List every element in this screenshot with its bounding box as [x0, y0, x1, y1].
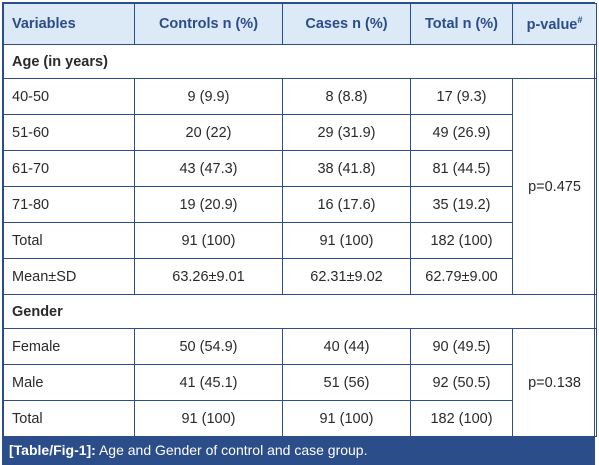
- section-row-gender: Gender: [3, 294, 597, 329]
- caption-label: [Table/Fig-1]:: [9, 442, 96, 458]
- section-row-age: Age (in years): [3, 44, 597, 79]
- row-label: Male: [3, 364, 135, 401]
- table-row: 51-60 20 (22) 29 (31.9) 49 (26.9): [3, 114, 597, 151]
- table-row: Male 41 (45.1) 51 (56) 92 (50.5): [3, 364, 597, 401]
- cell-cases: 91 (100): [282, 222, 411, 259]
- table-header-row: Variables Controls n (%) Cases n (%) Tot…: [3, 3, 597, 45]
- cell-controls: 20 (22): [134, 114, 283, 151]
- cell-cases: 40 (44): [282, 328, 411, 365]
- cell-total: 49 (26.9): [410, 114, 513, 151]
- cell-controls: 91 (100): [134, 400, 283, 437]
- table-row: Mean±SD 63.26±9.01 62.31±9.02 62.79±9.00: [3, 258, 597, 295]
- row-label: 40-50: [3, 78, 135, 115]
- cell-cases: 62.31±9.02: [282, 258, 411, 295]
- cell-cases: 16 (17.6): [282, 186, 411, 223]
- section-label-age: Age (in years): [3, 44, 597, 79]
- cell-total: 182 (100): [410, 222, 513, 259]
- header-pvalue-mark: #: [577, 15, 583, 26]
- cell-total: 35 (19.2): [410, 186, 513, 223]
- row-label: 61-70: [3, 150, 135, 187]
- cell-total: 92 (50.5): [410, 364, 513, 401]
- cell-total: 81 (44.5): [410, 150, 513, 187]
- cell-pvalue: p=0.138: [512, 328, 597, 437]
- table-row: Total 91 (100) 91 (100) 182 (100): [3, 222, 597, 259]
- caption-text: Age and Gender of control and case group…: [95, 442, 368, 458]
- table-caption: [Table/Fig-1]: Age and Gender of control…: [3, 437, 594, 464]
- header-cases: Cases n (%): [282, 3, 411, 45]
- header-total: Total n (%): [410, 3, 513, 45]
- row-label: Mean±SD: [3, 258, 135, 295]
- row-label: Total: [3, 400, 135, 437]
- cell-total: 90 (49.5): [410, 328, 513, 365]
- row-label: Total: [3, 222, 135, 259]
- cell-total: 17 (9.3): [410, 78, 513, 115]
- cell-total: 182 (100): [410, 400, 513, 437]
- header-controls: Controls n (%): [134, 3, 283, 45]
- row-label: 71-80: [3, 186, 135, 223]
- cell-controls: 19 (20.9): [134, 186, 283, 223]
- table-row: 71-80 19 (20.9) 16 (17.6) 35 (19.2): [3, 186, 597, 223]
- header-variables: Variables: [3, 3, 135, 45]
- cell-controls: 41 (45.1): [134, 364, 283, 401]
- table-row: 61-70 43 (47.3) 38 (41.8) 81 (44.5): [3, 150, 597, 187]
- row-label: Female: [3, 328, 135, 365]
- cell-cases: 29 (31.9): [282, 114, 411, 151]
- cell-controls: 9 (9.9): [134, 78, 283, 115]
- cell-cases: 51 (56): [282, 364, 411, 401]
- cell-cases: 8 (8.8): [282, 78, 411, 115]
- cell-cases: 38 (41.8): [282, 150, 411, 187]
- section-label-gender: Gender: [3, 294, 597, 329]
- header-pvalue-label: p-value: [526, 16, 578, 33]
- cell-controls: 50 (54.9): [134, 328, 283, 365]
- cell-controls: 63.26±9.01: [134, 258, 283, 295]
- row-label: 51-60: [3, 114, 135, 151]
- cell-controls: 43 (47.3): [134, 150, 283, 187]
- cell-cases: 91 (100): [282, 400, 411, 437]
- cell-controls: 91 (100): [134, 222, 283, 259]
- age-gender-table: Variables Controls n (%) Cases n (%) Tot…: [3, 3, 597, 437]
- cell-pvalue: p=0.475: [512, 78, 597, 295]
- header-pvalue: p-value#: [512, 3, 597, 45]
- table-row: Female 50 (54.9) 40 (44) 90 (49.5) p=0.138: [3, 328, 597, 437]
- table-row: Total 91 (100) 91 (100) 182 (100): [3, 400, 597, 437]
- cell-total: 62.79±9.00: [410, 258, 513, 295]
- table-row: 40-50 9 (9.9) 8 (8.8) 17 (9.3) p=0.475: [3, 78, 597, 295]
